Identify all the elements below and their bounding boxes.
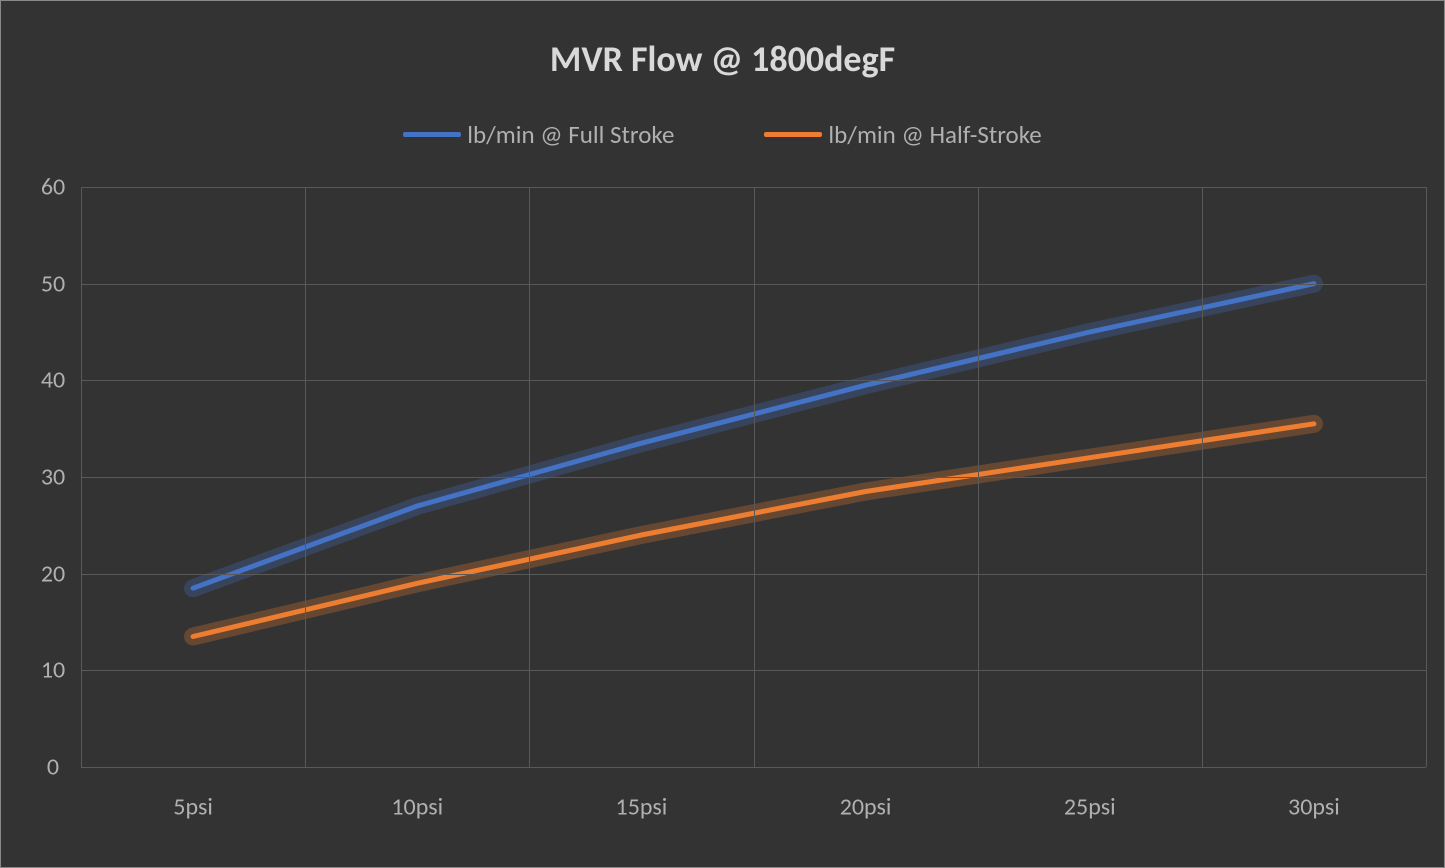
gridline-vertical	[305, 187, 306, 767]
legend-swatch	[764, 132, 822, 137]
y-tick-label: 60	[41, 173, 65, 202]
x-tick-label: 5psi	[173, 793, 213, 822]
legend-swatch	[403, 132, 461, 137]
x-tick-label: 20psi	[840, 793, 892, 822]
gridline-vertical	[978, 187, 979, 767]
gridline-vertical	[529, 187, 530, 767]
plot-right-edge	[1426, 187, 1427, 767]
x-tick-label: 30psi	[1288, 793, 1340, 822]
chart-title: MVR Flow @ 1800degF	[1, 37, 1444, 81]
x-tick-label: 15psi	[616, 793, 668, 822]
gridline-vertical	[754, 187, 755, 767]
legend: lb/min @ Full Stroke lb/min @ Half-Stroke	[1, 119, 1444, 150]
legend-label: lb/min @ Full Stroke	[467, 119, 674, 150]
legend-item: lb/min @ Full Stroke	[403, 119, 674, 150]
y-tick-label: 10	[41, 656, 65, 685]
y-tick-label: 30	[41, 463, 65, 492]
y-tick-label: 20	[41, 559, 65, 588]
y-axis-line	[81, 187, 82, 767]
gridline-vertical	[1202, 187, 1203, 767]
legend-item: lb/min @ Half-Stroke	[764, 119, 1041, 150]
y-tick-label: 50	[41, 269, 65, 298]
chart-frame: MVR Flow @ 1800degF lb/min @ Full Stroke…	[0, 0, 1445, 868]
gridline-horizontal	[81, 767, 1426, 768]
y-tick-label: 40	[41, 366, 65, 395]
legend-label: lb/min @ Half-Stroke	[828, 119, 1041, 150]
x-tick-label: 10psi	[391, 793, 443, 822]
x-tick-label: 25psi	[1064, 793, 1116, 822]
plot-area	[81, 187, 1426, 767]
y-tick-label: 0	[47, 753, 59, 782]
